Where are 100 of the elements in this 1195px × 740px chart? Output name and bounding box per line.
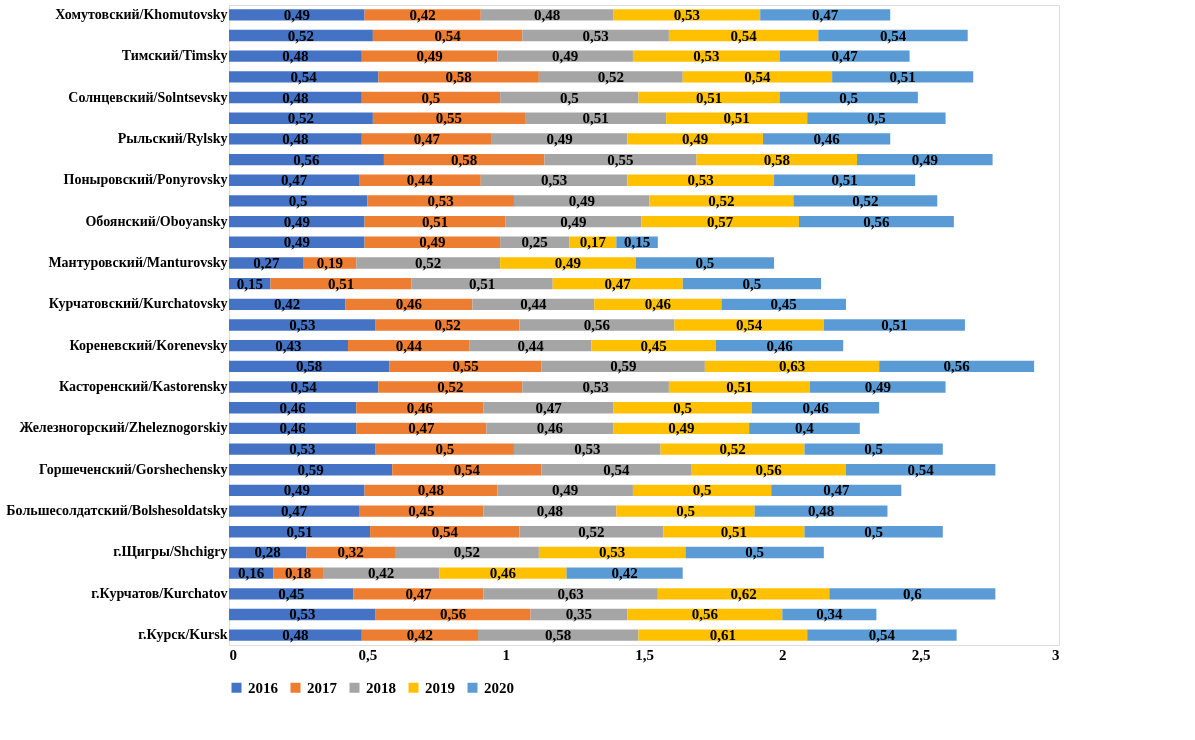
bar (807, 112, 946, 124)
bar (356, 257, 501, 269)
data-label: 0,5 (864, 523, 884, 540)
legend-label: 2017 (307, 679, 338, 696)
data-label: 0,54 (730, 27, 758, 44)
y-tick-label: Солнцевский/Solntsevsky (68, 89, 228, 105)
data-label: 0,46 (813, 130, 841, 147)
data-label: 0,25 (521, 234, 548, 251)
data-label: 0,44 (395, 337, 423, 354)
data-label: 0,46 (279, 420, 307, 437)
bar (522, 381, 669, 393)
y-tick-label: Кореневский/Korenevsky (69, 337, 228, 353)
data-label: 0,5 (742, 275, 762, 292)
data-label: 0,6 (902, 585, 923, 602)
data-label: 0,5 (692, 482, 712, 499)
bar (497, 50, 633, 62)
bar (810, 381, 946, 393)
data-label: 0,56 (583, 317, 611, 333)
data-label: 0,49 (283, 482, 310, 499)
bar (538, 71, 683, 83)
data-label: 0,16 (238, 565, 265, 582)
data-label: 0,47 (831, 48, 859, 65)
data-label: 0,49 (546, 130, 573, 147)
bar (829, 588, 996, 600)
data-label: 0,61 (709, 627, 736, 644)
bar (229, 50, 362, 62)
data-label: 0,49 (416, 48, 443, 65)
data-label: 0,52 (597, 68, 624, 85)
bar (832, 71, 974, 83)
bar (229, 195, 368, 207)
bar (674, 319, 824, 331)
bar (229, 381, 379, 393)
bar (480, 9, 614, 21)
data-label: 0,46 (766, 337, 794, 354)
data-label: 0,47 (535, 399, 563, 416)
y-tick-label: г.Щигры/Shchigry (113, 544, 228, 560)
bar (229, 629, 362, 641)
bar (779, 50, 910, 62)
data-label: 0,55 (435, 110, 463, 127)
data-label: 0,18 (285, 565, 312, 582)
data-label: 0,56 (293, 151, 321, 168)
data-label: 0,58 (451, 151, 478, 168)
y-tick-label: Обоянский/Oboyansky (85, 213, 228, 229)
bar (566, 567, 683, 579)
data-label: 0,53 (673, 6, 701, 23)
bar (361, 50, 498, 62)
data-label: 0,17 (579, 234, 607, 251)
data-label: 0,5 (288, 192, 308, 209)
data-label: 0,59 (297, 461, 324, 478)
data-label: 0,51 (720, 523, 748, 540)
data-label: 0,56 (863, 213, 891, 230)
y-tick-label: Касторенский/Kastorensky (59, 379, 228, 395)
bar (668, 381, 810, 393)
data-label: 0,15 (623, 234, 651, 251)
bar (361, 133, 492, 145)
data-label: 0,34 (816, 606, 843, 623)
data-label: 0,5 (435, 441, 455, 458)
data-label: 0,54 (290, 379, 318, 396)
data-label: 0,44 (406, 172, 434, 189)
data-label: 0,49 (554, 254, 582, 271)
data-label: 0,42 (611, 565, 638, 582)
bar (513, 195, 650, 207)
bar (613, 9, 761, 21)
y-tick-label: Тимский/Timsky (121, 48, 228, 64)
data-label: 0,58 (296, 358, 323, 375)
data-label: 0,53 (574, 441, 601, 458)
data-label: 0,54 (744, 68, 772, 85)
data-label: 0,5 (745, 544, 765, 561)
x-tick-label: 1,5 (635, 646, 654, 663)
data-label: 0,46 (536, 420, 564, 437)
legend-label: 2018 (366, 679, 396, 696)
bar (519, 319, 675, 331)
data-label: 0,42 (409, 6, 436, 23)
data-label: 0,54 (736, 317, 763, 333)
bar (500, 257, 636, 269)
data-label: 0,53 (693, 48, 720, 65)
data-label: 0,5 (864, 441, 884, 458)
data-label: 0,32 (337, 544, 364, 561)
bar (439, 567, 567, 579)
data-label: 0,52 (434, 317, 461, 333)
data-label: 0,52 (437, 379, 464, 396)
data-label: 0,47 (408, 420, 435, 437)
y-tick-label: Курчатовский/Kurchatovsky (48, 296, 228, 312)
data-label: 0,5 (673, 399, 693, 416)
bar (229, 71, 379, 83)
bar (378, 71, 539, 83)
data-label: 0,58 (445, 68, 472, 85)
bar (635, 257, 775, 269)
data-label: 0,5 (559, 89, 579, 106)
data-label: 0,54 (868, 627, 896, 644)
bar (359, 505, 484, 517)
data-label: 0,52 (578, 523, 605, 540)
bar (491, 133, 628, 145)
y-tick-label: Поныровский/Ponyrovsky (63, 172, 228, 188)
y-tick-label: г.Курчатов/Kurchatov (91, 585, 228, 601)
data-label: 0,46 (644, 296, 672, 313)
data-label: 0,62 (730, 585, 757, 602)
data-label: 0,47 (405, 585, 433, 602)
data-label: 0,42 (406, 627, 434, 644)
data-label: 0,45 (640, 337, 667, 354)
